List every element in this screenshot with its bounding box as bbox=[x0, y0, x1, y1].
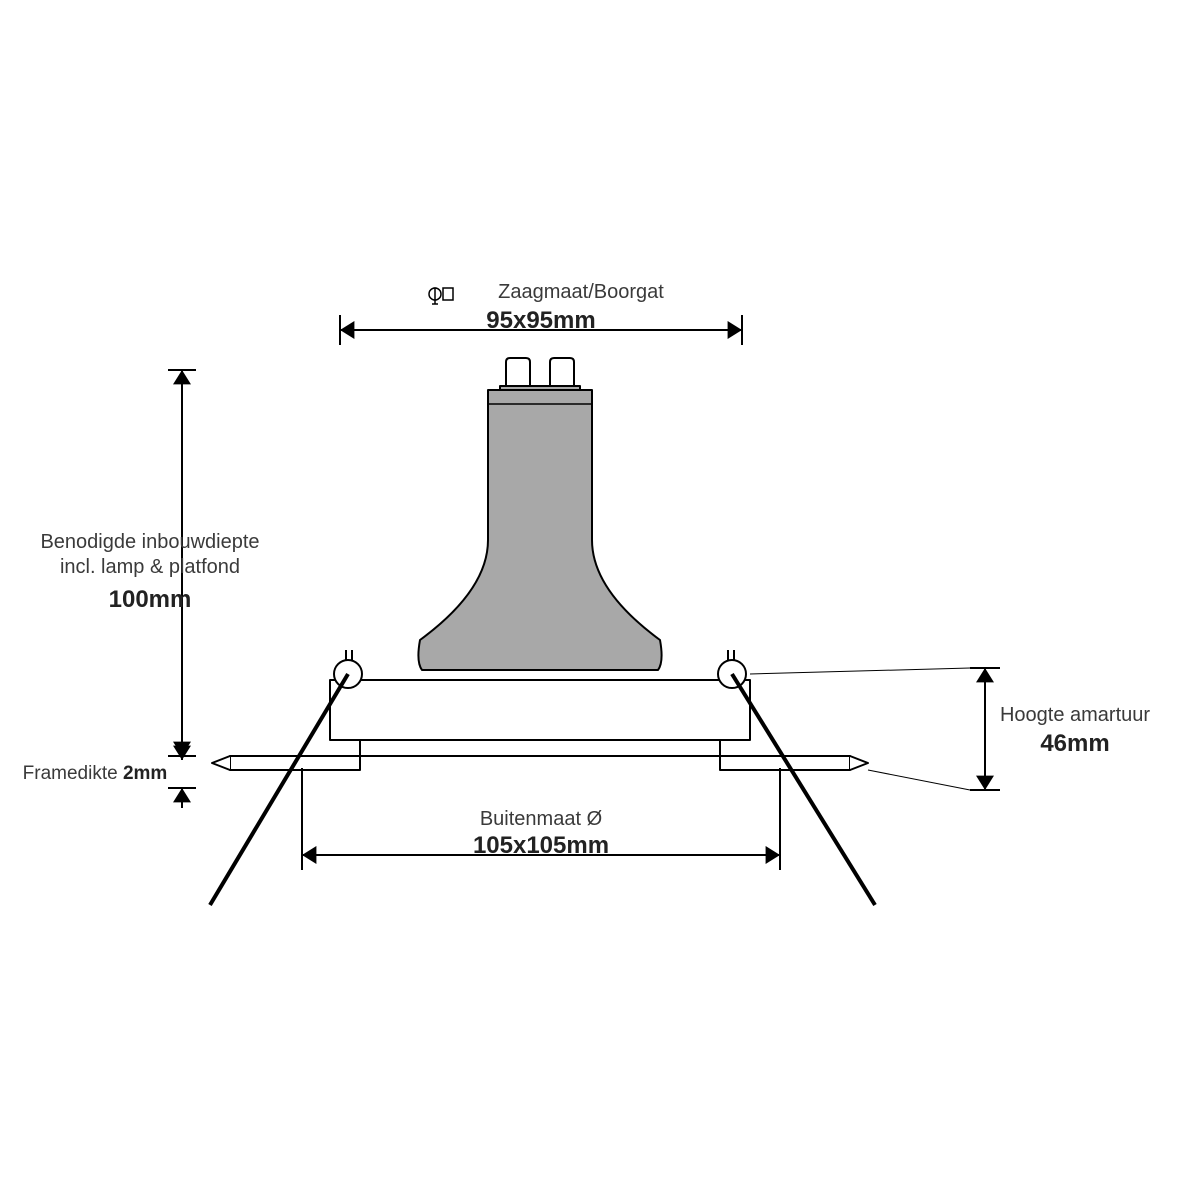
label-buitenmaat-title: Buitenmaat Ø bbox=[431, 807, 651, 832]
label-inbouwdiepte-title: Benodigde inbouwdiepteincl. lamp & platf… bbox=[20, 530, 280, 580]
label-hoogte-title: Hoogte amartuur bbox=[975, 703, 1175, 728]
label-inbouwdiepte-value: 100mm bbox=[20, 585, 280, 615]
label-hoogte-value: 46mm bbox=[975, 729, 1175, 759]
label-zaagmaat-value: 95x95mm bbox=[441, 306, 641, 336]
label-zaagmaat-title: Zaagmaat/Boorgat bbox=[451, 280, 711, 305]
label-framedikte: Framedikte 2mm bbox=[20, 762, 170, 786]
diagram-canvas: Zaagmaat/Boorgat95x95mm Benodigde inbouwd… bbox=[0, 0, 1200, 1200]
label-buitenmaat-value: 105x105mm bbox=[431, 831, 651, 861]
